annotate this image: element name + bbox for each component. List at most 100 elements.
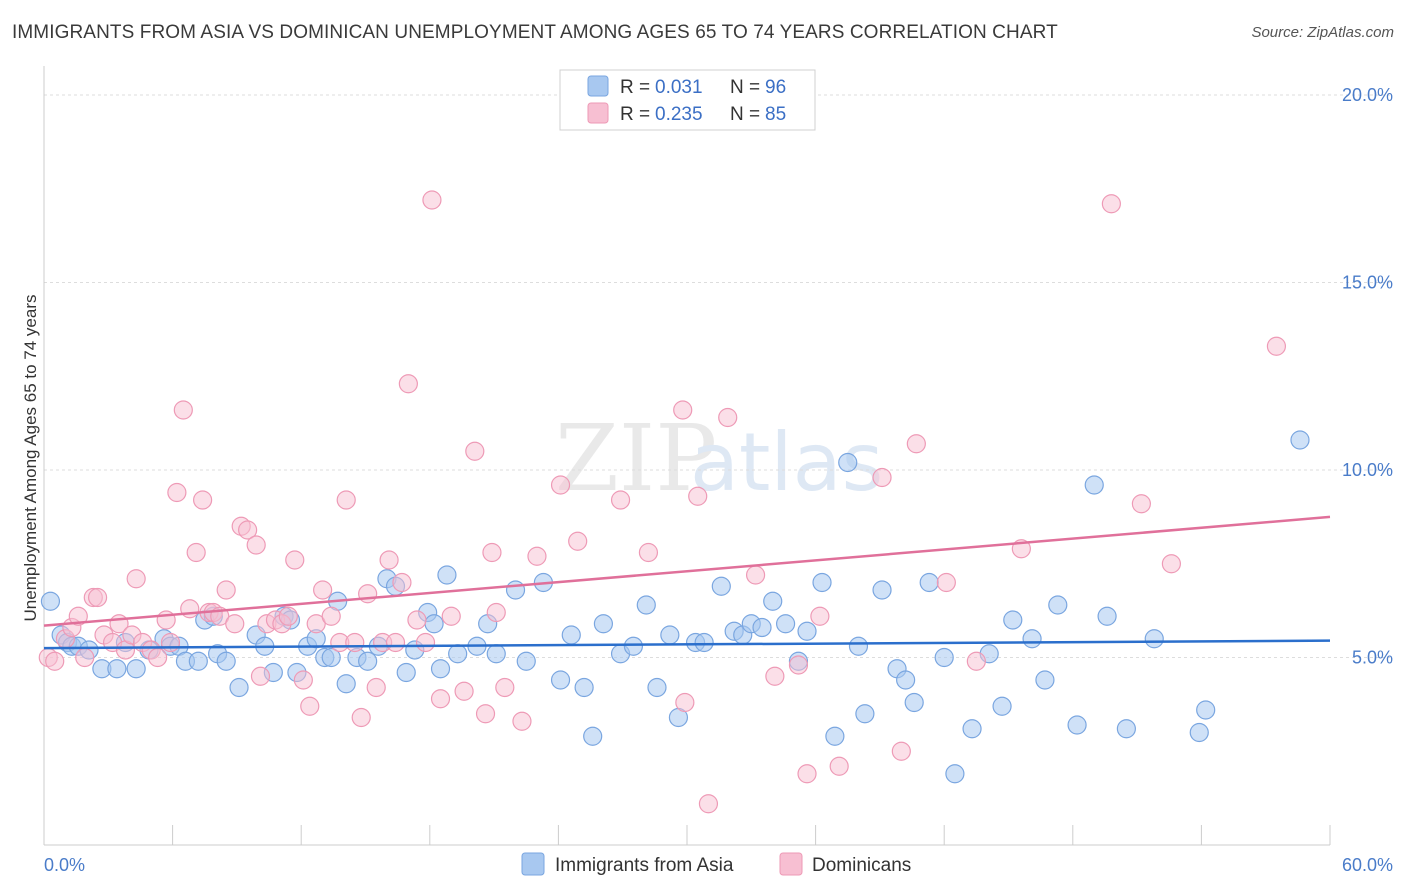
asia-point bbox=[934, 647, 954, 668]
asia-point bbox=[188, 651, 208, 671]
asia-point bbox=[358, 651, 378, 671]
asia-point bbox=[848, 636, 869, 656]
dominican-point bbox=[718, 407, 738, 428]
dominican-point bbox=[829, 756, 849, 776]
dominican-point bbox=[278, 606, 298, 626]
bottom-legend: Immigrants from Asia Dominicans bbox=[521, 852, 911, 876]
dominican-point bbox=[385, 632, 406, 653]
asia-point bbox=[855, 704, 875, 724]
dominican-point bbox=[126, 569, 146, 589]
dominican-point bbox=[797, 764, 817, 784]
dominican-point bbox=[688, 486, 708, 506]
asia-point bbox=[647, 677, 667, 698]
asia-point bbox=[1144, 629, 1164, 649]
dominican-point bbox=[293, 670, 313, 690]
asia-point bbox=[336, 674, 356, 694]
dominican-point bbox=[422, 190, 442, 210]
asia-point bbox=[1003, 610, 1023, 630]
dominican-point bbox=[68, 606, 88, 626]
dominican-point bbox=[810, 606, 830, 626]
dominican-point bbox=[1131, 494, 1151, 514]
legend-dominican-r-label: R = bbox=[620, 104, 650, 125]
dominican-point bbox=[216, 580, 236, 600]
dominican-point bbox=[160, 632, 181, 653]
y-tick-label: 5.0% bbox=[1352, 648, 1393, 668]
dominican-point bbox=[550, 475, 571, 495]
asia-point bbox=[1048, 595, 1068, 615]
asia-point bbox=[516, 651, 536, 671]
dominican-point bbox=[345, 632, 365, 653]
dominican-trend-line bbox=[43, 515, 1331, 627]
dominican-point bbox=[407, 610, 427, 630]
dominican-point bbox=[475, 704, 496, 724]
trend-lines bbox=[43, 515, 1331, 650]
dominican-point bbox=[313, 580, 333, 600]
dominican-point bbox=[527, 546, 547, 566]
dominican-point bbox=[765, 666, 785, 686]
series-asia-points bbox=[40, 430, 1310, 784]
asia-point bbox=[448, 644, 468, 664]
asia-point bbox=[763, 591, 783, 611]
asia-point bbox=[550, 670, 571, 690]
legend-asia-r-value: 0.031 bbox=[655, 77, 703, 98]
asia-point bbox=[1196, 700, 1216, 720]
axes bbox=[43, 66, 1331, 846]
asia-point bbox=[424, 614, 444, 634]
dominican-point bbox=[415, 632, 436, 653]
asia-point bbox=[430, 659, 451, 679]
asia-point bbox=[872, 580, 892, 600]
dominican-point bbox=[285, 550, 305, 570]
asia-point bbox=[752, 617, 772, 638]
dominican-point bbox=[306, 614, 326, 634]
source-label: Source: ZipAtlas.com bbox=[1251, 24, 1394, 41]
dominican-point bbox=[321, 606, 341, 626]
y-tick-label: 10.0% bbox=[1342, 460, 1393, 480]
dominican-point bbox=[193, 490, 213, 510]
legend-dominican-r-value: 0.235 bbox=[655, 104, 703, 125]
legend-asia-r-label: R = bbox=[620, 77, 650, 98]
dominican-point bbox=[430, 689, 451, 709]
asia-point bbox=[40, 591, 61, 611]
bottom-legend-dominican-label: Dominicans bbox=[812, 855, 911, 876]
asia-point bbox=[992, 696, 1012, 716]
asia-point bbox=[574, 677, 594, 698]
dominican-point bbox=[454, 681, 474, 701]
dominican-point bbox=[745, 565, 766, 585]
asia-point bbox=[797, 621, 817, 641]
asia-trend-line bbox=[43, 639, 1331, 650]
dominican-point bbox=[966, 651, 986, 671]
y-axis-label: Unemployment Among Ages 65 to 74 years bbox=[21, 295, 40, 622]
asia-point bbox=[711, 576, 731, 596]
x-tick-label: 0.0% bbox=[44, 855, 85, 875]
tick-labels: 5.0% 10.0% 15.0% 20.0% 0.0% 60.0% bbox=[44, 85, 1393, 875]
series-dominican-points bbox=[38, 190, 1287, 814]
dominican-point bbox=[167, 482, 187, 503]
dominican-point bbox=[638, 542, 659, 563]
dominican-point bbox=[610, 490, 631, 510]
dominican-point bbox=[250, 666, 271, 686]
dominican-point bbox=[351, 707, 371, 728]
grid-lines bbox=[44, 94, 1390, 658]
asia-point bbox=[505, 580, 526, 600]
asia-point bbox=[896, 670, 916, 690]
dominican-point bbox=[392, 572, 412, 593]
asia-point bbox=[962, 719, 982, 739]
asia-point bbox=[486, 644, 506, 664]
asia-point bbox=[904, 692, 924, 713]
dominican-point bbox=[186, 542, 206, 563]
legend-dominican-swatch bbox=[587, 102, 609, 124]
asia-point bbox=[437, 565, 457, 585]
dominican-point bbox=[891, 741, 911, 761]
y-tick-label: 15.0% bbox=[1342, 273, 1393, 293]
dominican-point bbox=[1161, 554, 1181, 574]
asia-point bbox=[321, 647, 341, 668]
dominican-point bbox=[906, 434, 926, 454]
bottom-legend-asia-swatch bbox=[521, 852, 545, 876]
legend-asia-n-value: 96 bbox=[765, 77, 786, 98]
bottom-legend-asia-label: Immigrants from Asia bbox=[555, 855, 734, 876]
asia-point bbox=[216, 651, 236, 671]
dominican-point bbox=[238, 520, 258, 540]
legend-dominican-n-value: 85 bbox=[765, 104, 786, 125]
dominican-point bbox=[486, 602, 506, 623]
